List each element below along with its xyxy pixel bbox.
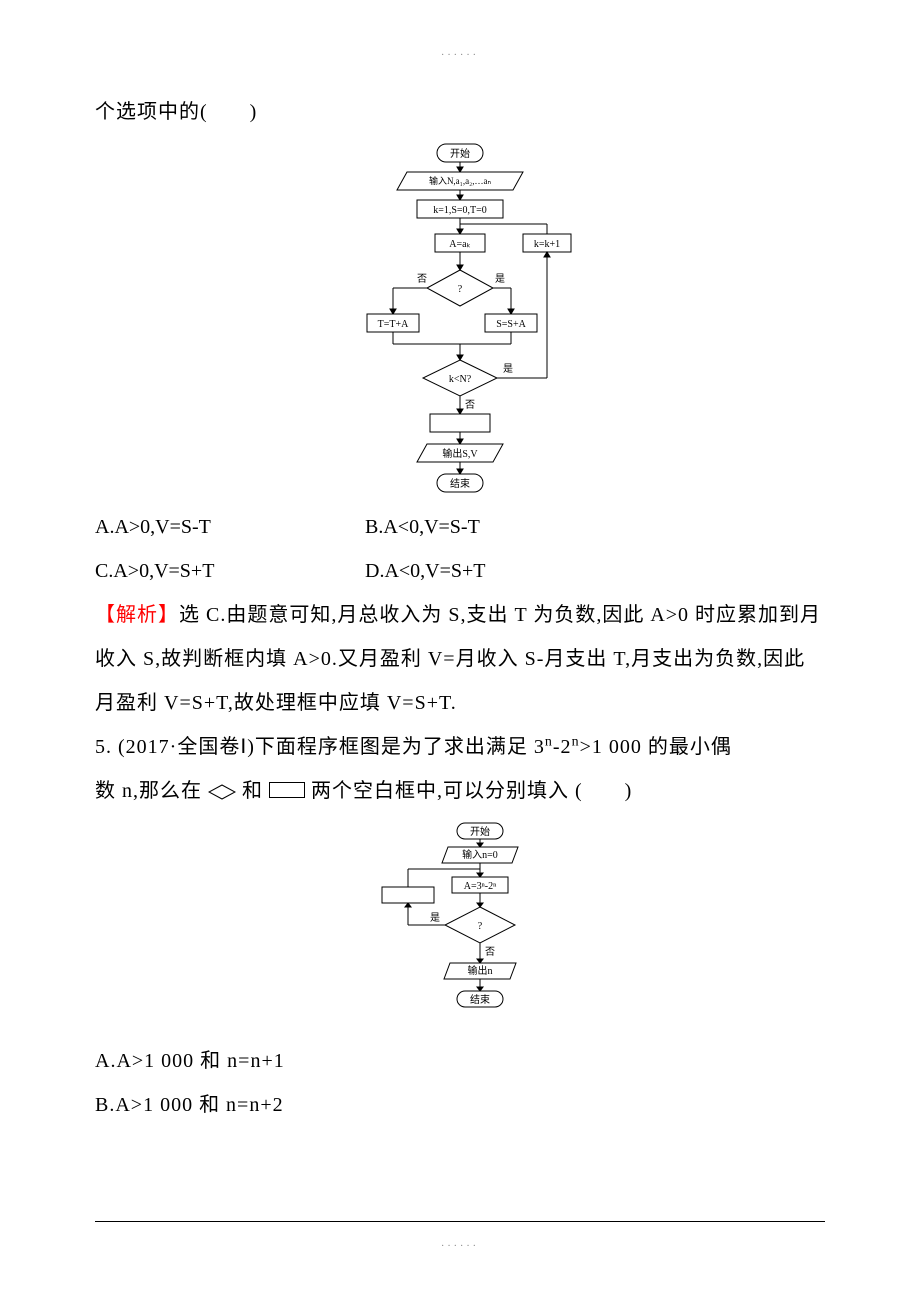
q4-optC: C.A>0,V=S+T [95, 549, 365, 593]
f1-input: 输入N,a₁,a₂,…aₙ [429, 175, 492, 186]
f1-cond1: ? [458, 284, 463, 295]
q5-stem-line1: 5. (2017·全国卷Ⅰ)下面程序框图是为了求出满足 3n-2n>1 000 … [95, 725, 825, 769]
f2-input: 输入n=0 [462, 848, 498, 861]
f1-assign: A=aₖ [449, 239, 471, 250]
f2-no: 否 [485, 946, 495, 958]
f1-yes2: 是 [503, 363, 513, 375]
footer-divider [95, 1221, 825, 1222]
f2-end: 结束 [470, 993, 490, 1006]
answer-text: 选 C.由题意可知,月总收入为 S,支出 T 为负数,因此 A>0 时应累加到月… [95, 604, 821, 714]
f2-yes: 是 [430, 912, 440, 924]
inline-rect-icon [269, 782, 305, 798]
f1-right: S=S+A [496, 319, 526, 330]
q4-optA: A.A>0,V=S-T [95, 505, 365, 549]
q4-optB: B.A<0,V=S-T [365, 505, 480, 549]
f1-output: 输出S,V [442, 447, 478, 460]
q4-optD: D.A<0,V=S+T [365, 549, 486, 593]
q4-options-row2: C.A>0,V=S+T D.A<0,V=S+T [95, 549, 825, 593]
answer-label: 【解析】 [95, 604, 179, 626]
flowchart-1: 开始 输入N,a₁,a₂,…aₙ k=1,S=0,T=0 A=aₖ k=k+1 … [345, 142, 575, 497]
f2-calc: A=3ⁿ-2ⁿ [464, 881, 497, 892]
header-dots: ······ [441, 50, 479, 61]
q4-stem-tail: 个选项中的( ) [95, 90, 825, 134]
flowchart-2: 开始 输入n=0 A=3ⁿ-2ⁿ ? 是 否 输出n 结束 [370, 821, 550, 1031]
f1-no2: 否 [465, 399, 475, 411]
f1-start: 开始 [450, 147, 470, 160]
f2-start: 开始 [470, 825, 490, 838]
f1-cond2: k<N? [449, 374, 472, 385]
f2-cond: ? [478, 921, 483, 932]
q4-options-row1: A.A>0,V=S-T B.A<0,V=S-T [95, 505, 825, 549]
q5-stem-line2: 数 n,那么在 和 两个空白框中,可以分别填入 ( ) [95, 769, 825, 813]
q4-answer: 【解析】选 C.由题意可知,月总收入为 S,支出 T 为负数,因此 A>0 时应… [95, 593, 825, 725]
f1-end: 结束 [450, 477, 470, 490]
q5-optB: B.A>1 000 和 n=n+2 [95, 1083, 825, 1127]
inline-diamond-icon [208, 784, 236, 800]
q5-optA: A.A>1 000 和 n=n+1 [95, 1039, 825, 1083]
f1-yes1: 是 [495, 273, 505, 285]
footer-dots: ······ [441, 1241, 479, 1252]
f1-no1: 否 [417, 273, 427, 285]
f2-output: 输出n [468, 964, 493, 977]
f1-left: T=T+A [378, 319, 409, 330]
f1-init: k=1,S=0,T=0 [433, 205, 487, 216]
f1-inc: k=k+1 [534, 239, 560, 250]
